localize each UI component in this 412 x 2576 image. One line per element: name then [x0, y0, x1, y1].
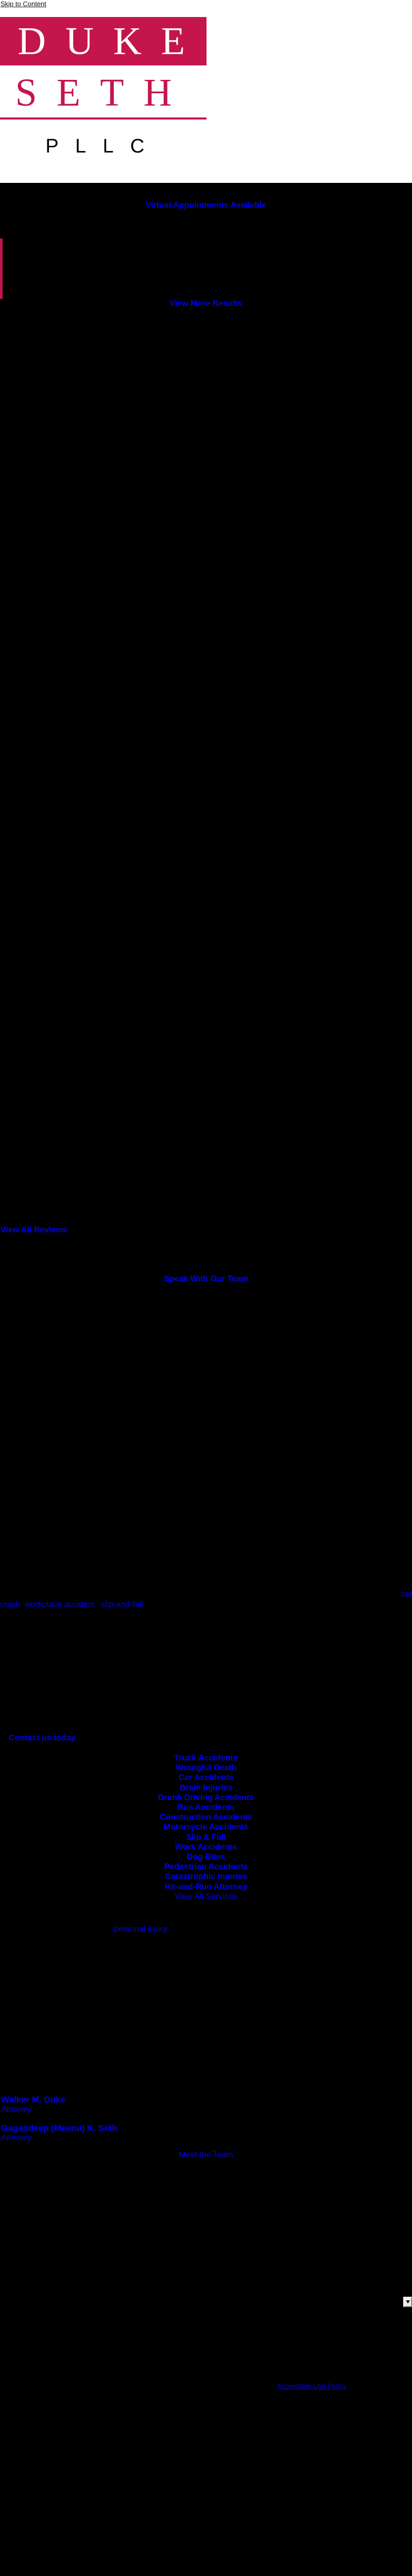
practice-area-link-motorcycle[interactable]: Motorcycle Accidents — [163, 1823, 249, 1832]
logo-duke-text: DUKE — [18, 19, 205, 63]
contact-us-today-link[interactable]: Contact us today — [9, 1734, 76, 1742]
list-item: Slip & Fall — [0, 1833, 412, 1842]
logo-seth-text: SETH — [15, 71, 192, 114]
practice-areas-list: Truck Accidents Wrongful Death Car Accid… — [0, 1753, 412, 1902]
list-item: Hit-and-Run Attorney — [0, 1882, 412, 1892]
list-item: Pedestrian Accidents — [0, 1862, 412, 1872]
logo-pllc-text: PLLC — [45, 135, 161, 157]
slip-and-fall-link[interactable]: slip-and-fall — [101, 1600, 143, 1609]
virtual-appointments-link[interactable]: Virtual Appointments Available — [145, 201, 267, 210]
list-item: Catastrophic Injuries — [0, 1872, 412, 1882]
view-all-reviews-link[interactable]: View All Reviews — [1, 1226, 67, 1234]
workplace-accident-link[interactable]: workplace accident — [25, 1600, 95, 1609]
list-item: View All Services — [0, 1892, 412, 1902]
attorney-title: Attorney — [1, 2133, 32, 2142]
practice-area-link-construction[interactable]: Construction Accidents — [160, 1813, 252, 1822]
car-crash-link-part2[interactable]: crash — [0, 1600, 21, 1609]
acceptable-use-policy-link[interactable]: Acceptable Use Policy — [277, 2382, 347, 2390]
practice-area-link-pedestrian[interactable]: Pedestrian Accidents — [164, 1862, 248, 1872]
meet-the-team-link[interactable]: Meet the Team — [179, 2150, 233, 2159]
practice-area-link-wrongful-death[interactable]: Wrongful Death — [175, 1764, 237, 1773]
skip-to-content-link[interactable]: Skip to Content — [1, 0, 46, 8]
list-item: Bus Accidents — [0, 1803, 412, 1812]
practice-area-link-hit-and-run[interactable]: Hit-and-Run Attorney — [164, 1882, 248, 1891]
practice-area-link-brain[interactable]: Brain Injuries — [179, 1783, 233, 1792]
view-all-services-link[interactable]: View All Services — [175, 1892, 237, 1901]
logo-duke-box: DUKE — [0, 17, 207, 65]
list-item: Truck Accidents — [0, 1753, 412, 1763]
speak-with-our-team-link[interactable]: Speak With Our Team — [163, 1275, 249, 1283]
list-item: Brain Injuries — [0, 1783, 412, 1793]
list-item: Car Accidents — [0, 1773, 412, 1783]
list-item: Drunk Driving Accidents — [0, 1793, 412, 1803]
view-more-results-link[interactable]: View More Results — [169, 299, 243, 308]
practice-area-link-slip-fall[interactable]: Slip & Fall — [186, 1833, 226, 1842]
practice-area-link-work[interactable]: Work Accidents — [175, 1842, 237, 1852]
list-item: Construction Accidents — [0, 1812, 412, 1822]
list-item: Wrongful Death — [0, 1763, 412, 1773]
list-item: Dog Bites — [0, 1852, 412, 1862]
attorney-gagandeep-seth-link[interactable]: Gagandeep (Meenu) K. Seth — [1, 2123, 117, 2133]
attorney-walker-duke-link[interactable]: Walker M. Duke — [1, 2095, 66, 2105]
practice-area-link-car[interactable]: Car Accidents — [178, 1773, 234, 1783]
practice-area-link-drunk-driving[interactable]: Drunk Driving Accidents — [158, 1793, 254, 1802]
practice-area-link-dog-bites[interactable]: Dog Bites — [186, 1853, 226, 1862]
car-crash-link-part1[interactable]: car — [400, 1590, 412, 1599]
dropdown-arrow-button[interactable] — [403, 2297, 412, 2307]
caret-down-icon — [405, 2300, 410, 2303]
attorney-title: Attorney — [1, 2105, 32, 2114]
personal-injury-link[interactable]: personal injury — [114, 1925, 168, 1934]
hero-red-bar — [0, 239, 3, 299]
practice-area-link-catastrophic[interactable]: Catastrophic Injuries — [165, 1872, 247, 1882]
list-item: Work Accidents — [0, 1842, 412, 1852]
list-item: Motorcycle Accidents — [0, 1822, 412, 1832]
logo-rule — [0, 117, 207, 120]
practice-area-link-truck[interactable]: Truck Accidents — [174, 1754, 238, 1762]
practice-area-link-bus[interactable]: Bus Accidents — [177, 1803, 235, 1812]
